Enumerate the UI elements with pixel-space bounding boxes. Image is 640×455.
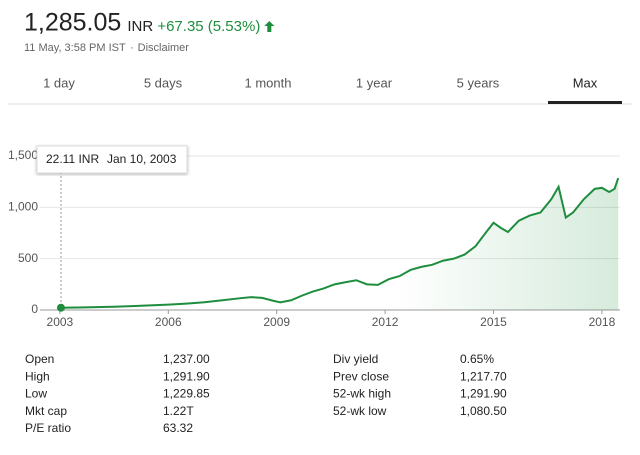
stat-label: 52-wk low	[333, 404, 387, 418]
stats-table: Open 1,237.00 High 1,291.90 Low 1,229.85 Mkt c…	[25, 352, 507, 435]
y-tick-label: 1,500	[8, 148, 38, 162]
stat-label: High	[25, 369, 50, 383]
currency: INR	[127, 18, 153, 35]
tabs: 1 day 5 days 1 month 1 year 5 years Max	[43, 75, 622, 104]
selected-tab-underline	[548, 101, 622, 104]
tab[interactable]: 1 year	[356, 75, 393, 90]
stat-value: 1,237.00	[163, 352, 210, 366]
stat-value: 1,217.70	[460, 369, 507, 383]
stat-label: Low	[25, 387, 47, 401]
up-arrow-icon	[264, 21, 275, 32]
y-tick-label: 500	[18, 251, 38, 265]
stat-label: P/E ratio	[25, 421, 71, 435]
stat-label: Open	[25, 352, 54, 366]
hover-marker	[56, 303, 65, 312]
tooltip-date: Jan 10, 2003	[107, 152, 177, 166]
tab[interactable]: 5 days	[144, 75, 183, 90]
timestamp: 11 May, 3:58 PM IST	[24, 42, 126, 54]
x-tick-label: 2018	[589, 315, 616, 329]
tooltip-box	[36, 145, 188, 174]
y-tick-label: 1,000	[8, 200, 38, 214]
stat-value: 1,080.50	[460, 404, 507, 418]
stat-value: 63.32	[163, 421, 193, 435]
stat-label: 52-wk high	[333, 387, 391, 401]
disclaimer-link[interactable]: Disclaimer	[138, 42, 190, 54]
stat-label: Div yield	[333, 352, 378, 366]
x-tick-label: 2003	[47, 315, 74, 329]
x-tick-label: 2009	[263, 315, 290, 329]
tab[interactable]: 1 month	[245, 75, 292, 90]
area	[59, 178, 619, 310]
separator: ·	[130, 42, 134, 54]
stat-value: 1,229.85	[163, 387, 210, 401]
tab[interactable]: 5 years	[457, 75, 500, 90]
stat-value: 1,291.90	[163, 369, 210, 383]
stat-label: Mkt cap	[25, 404, 67, 418]
tooltip-value: 22.11 INR	[46, 152, 99, 166]
price-change: +67.35 (5.53%)	[157, 18, 260, 35]
stat-value: 1,291.90	[460, 387, 507, 401]
x-tick-label: 2012	[372, 315, 399, 329]
tab[interactable]: Max	[573, 75, 598, 90]
stat-value: 1.22T	[163, 404, 194, 418]
price-line	[59, 177, 620, 309]
x-tick-label: 2015	[480, 315, 507, 329]
chart: 0 500 1,000 1,500 2003 2006 2009 2012 2015 2018 22…	[8, 145, 620, 329]
stat-label: Prev close	[333, 369, 389, 383]
price: 1,285.05	[24, 9, 121, 37]
stat-value: 0.65%	[460, 352, 494, 366]
x-tick-label: 2006	[155, 315, 182, 329]
y-tick-label: 0	[31, 302, 38, 316]
tab[interactable]: 1 day	[43, 75, 75, 90]
